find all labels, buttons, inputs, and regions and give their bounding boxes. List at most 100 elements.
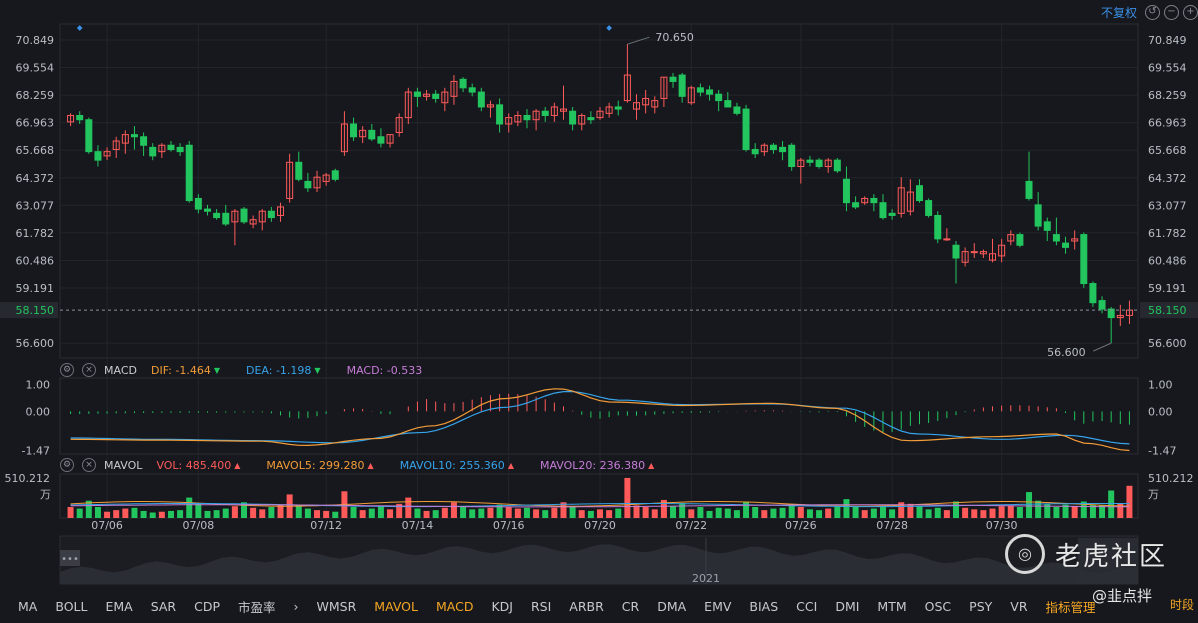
candle-body bbox=[130, 134, 138, 138]
volume-bar bbox=[1071, 506, 1078, 518]
volume-unit-right: 万 bbox=[1148, 488, 1159, 501]
candle-body bbox=[943, 238, 951, 241]
settings-icon[interactable]: ⚙ bbox=[60, 458, 74, 472]
close-icon[interactable]: × bbox=[82, 458, 96, 472]
candle-body bbox=[1052, 234, 1060, 242]
period-label[interactable]: 时段 bbox=[1170, 598, 1195, 612]
indicator-tab-3[interactable]: SAR bbox=[150, 598, 177, 614]
reset-icon[interactable]: ↺ bbox=[1145, 4, 1160, 20]
restore-toggle[interactable]: 不复权 bbox=[1100, 5, 1137, 20]
volume-bar bbox=[797, 507, 804, 518]
volume-bar bbox=[268, 507, 275, 518]
candle-body bbox=[760, 144, 768, 153]
price-tick-left: 69.554 bbox=[16, 62, 55, 75]
volume-bar bbox=[1035, 500, 1042, 518]
price-tick-left: 65.668 bbox=[16, 144, 55, 157]
indicator-tab-10[interactable]: KDJ bbox=[491, 598, 513, 614]
candle-body bbox=[368, 129, 376, 140]
indicator-tab-0[interactable]: MA bbox=[18, 598, 38, 614]
volume-bar bbox=[241, 502, 247, 518]
volume-bar bbox=[122, 508, 129, 518]
indicator-tab-13[interactable]: CR bbox=[621, 598, 640, 614]
indicator-tab-9[interactable]: MACD bbox=[435, 598, 474, 614]
candle-body bbox=[67, 114, 75, 123]
volume-bar bbox=[560, 502, 567, 518]
indicator-tab-2[interactable]: EMA bbox=[105, 598, 133, 614]
date-label: 07/06 bbox=[91, 519, 123, 532]
indicator-tab-16[interactable]: BIAS bbox=[749, 598, 779, 614]
candle-body bbox=[742, 108, 750, 151]
volume-bar bbox=[505, 507, 512, 518]
macd-tick-left: 1.00 bbox=[26, 379, 51, 392]
close-icon[interactable]: × bbox=[82, 363, 96, 377]
volume-bar bbox=[688, 509, 695, 518]
price-tick-right: 63.077 bbox=[1148, 199, 1187, 212]
candle-body bbox=[970, 251, 978, 254]
price-tick-left: 60.486 bbox=[16, 254, 55, 267]
volume-bar bbox=[387, 509, 394, 518]
candle-body bbox=[587, 117, 595, 121]
macd-tick-left: 0.00 bbox=[26, 405, 51, 418]
indicator-tab-17[interactable]: CCI bbox=[796, 598, 818, 614]
candle-body bbox=[733, 106, 741, 114]
indicator-tab-19[interactable]: MTM bbox=[877, 598, 907, 614]
watermark: ◎ 老虎社区 bbox=[1005, 534, 1167, 574]
candle-body bbox=[879, 202, 887, 219]
candle-body bbox=[559, 108, 567, 112]
candle-body bbox=[313, 176, 321, 189]
candle-body bbox=[979, 251, 987, 255]
volume-bar bbox=[167, 510, 174, 518]
indicator-tab-6[interactable]: › bbox=[293, 598, 299, 614]
indicator-tab-14[interactable]: DMA bbox=[657, 598, 687, 614]
indicator-tab-11[interactable]: RSI bbox=[530, 598, 552, 614]
indicator-tab-12[interactable]: ARBR bbox=[569, 598, 604, 614]
indicator-tab-18[interactable]: DMI bbox=[835, 598, 860, 614]
price-tick-right: 70.849 bbox=[1148, 34, 1187, 47]
volume-bar bbox=[396, 503, 403, 518]
volume-bar bbox=[432, 510, 439, 518]
current-price-tag-left bbox=[0, 302, 58, 319]
volume-bar bbox=[1044, 503, 1051, 518]
candle-body bbox=[1116, 314, 1124, 319]
indicator-tab-20[interactable]: OSC bbox=[924, 598, 952, 614]
current-price-tag-right bbox=[1140, 302, 1198, 319]
indicator-tab-7[interactable]: WMSR bbox=[316, 598, 357, 614]
settings-icon[interactable]: ⚙ bbox=[60, 363, 74, 377]
volume-bar bbox=[76, 508, 83, 518]
zoom-out-icon[interactable]: − bbox=[1164, 4, 1179, 20]
candle-body bbox=[678, 74, 686, 97]
volume-bar bbox=[368, 508, 375, 518]
indicator-tab-4[interactable]: CDP bbox=[194, 598, 221, 614]
indicator-tab-15[interactable]: EMV bbox=[704, 598, 732, 614]
volume-bar bbox=[377, 506, 384, 518]
candle-body bbox=[213, 212, 221, 219]
candle-body bbox=[76, 114, 84, 121]
indicator-tab-8[interactable]: MAVOL bbox=[374, 598, 418, 614]
candle-body bbox=[715, 93, 723, 102]
indicator-tab-1[interactable]: BOLL bbox=[55, 598, 88, 614]
price-tick-left: 63.077 bbox=[16, 199, 55, 212]
price-tick-right: 60.486 bbox=[1148, 254, 1187, 267]
volume-bar bbox=[213, 510, 220, 518]
candle-body bbox=[815, 159, 823, 168]
volume-bar bbox=[843, 499, 850, 518]
candle-body bbox=[797, 159, 805, 168]
indicator-tab-21[interactable]: PSY bbox=[969, 598, 993, 614]
indicator-tab-5[interactable]: 市盈率 bbox=[238, 599, 276, 615]
volume-unit-left: 万 bbox=[40, 488, 51, 501]
candle-body bbox=[1062, 242, 1070, 248]
volume-bar bbox=[962, 507, 969, 518]
kline-chart[interactable]: 70.849 70.849 69.554 69.554 68.259 68.259 66.9… bbox=[0, 0, 1198, 590]
macd-value: MACD: -0.533 bbox=[346, 363, 423, 377]
candle-body bbox=[852, 202, 860, 208]
candle-body bbox=[1016, 234, 1024, 246]
volume-ma10-line bbox=[70, 503, 1130, 508]
date-label: 07/26 bbox=[785, 519, 817, 532]
indicator-tab-22[interactable]: VR bbox=[1010, 598, 1028, 614]
candle-body bbox=[806, 159, 814, 163]
indicator-tab-23[interactable]: 指标管理 bbox=[1045, 599, 1096, 615]
candle-body bbox=[167, 144, 175, 151]
volume-bar bbox=[85, 500, 92, 518]
candle-body bbox=[724, 100, 732, 108]
candle-body bbox=[158, 144, 166, 153]
